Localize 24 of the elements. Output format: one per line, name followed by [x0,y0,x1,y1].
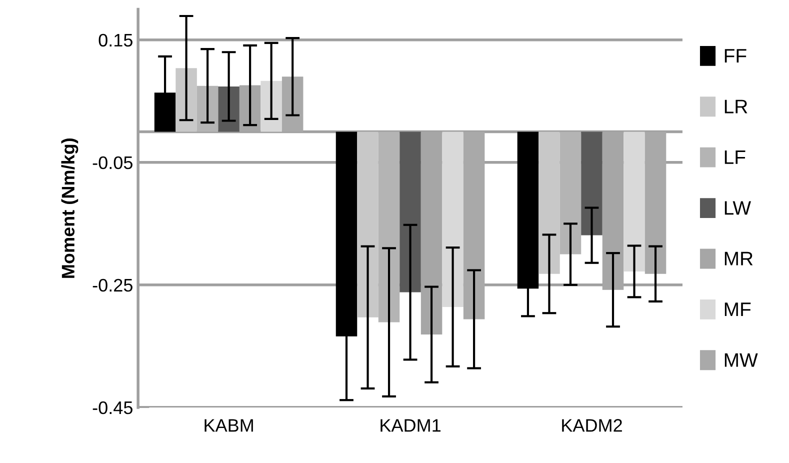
legend-label: LF [724,150,746,164]
bar [442,132,464,307]
legend-label: MW [724,353,758,367]
bar [581,132,602,236]
bar [176,68,197,132]
x-tick-label: KADM1 [380,419,440,432]
y-axis-title: Moment (Nm/kg) [61,138,78,278]
legend-label: LR [724,100,748,114]
y-tick-label: -0.05 [92,156,132,170]
bar [357,132,378,318]
x-tick-label: KABM [204,419,253,432]
y-tick-label: 0.15 [98,34,132,47]
bar [538,132,560,274]
legend-label: MF [724,302,751,316]
legend-label: MR [724,252,753,266]
y-tick-label: -0.25 [92,278,132,292]
x-tick-label: KADM2 [562,419,622,432]
legend-label: FF [724,49,746,62]
bar [560,132,582,254]
legend-label: LW [724,201,751,215]
bar [378,132,400,322]
bar [624,132,645,272]
bar [400,132,421,292]
y-tick-label: -0.45 [92,401,132,414]
